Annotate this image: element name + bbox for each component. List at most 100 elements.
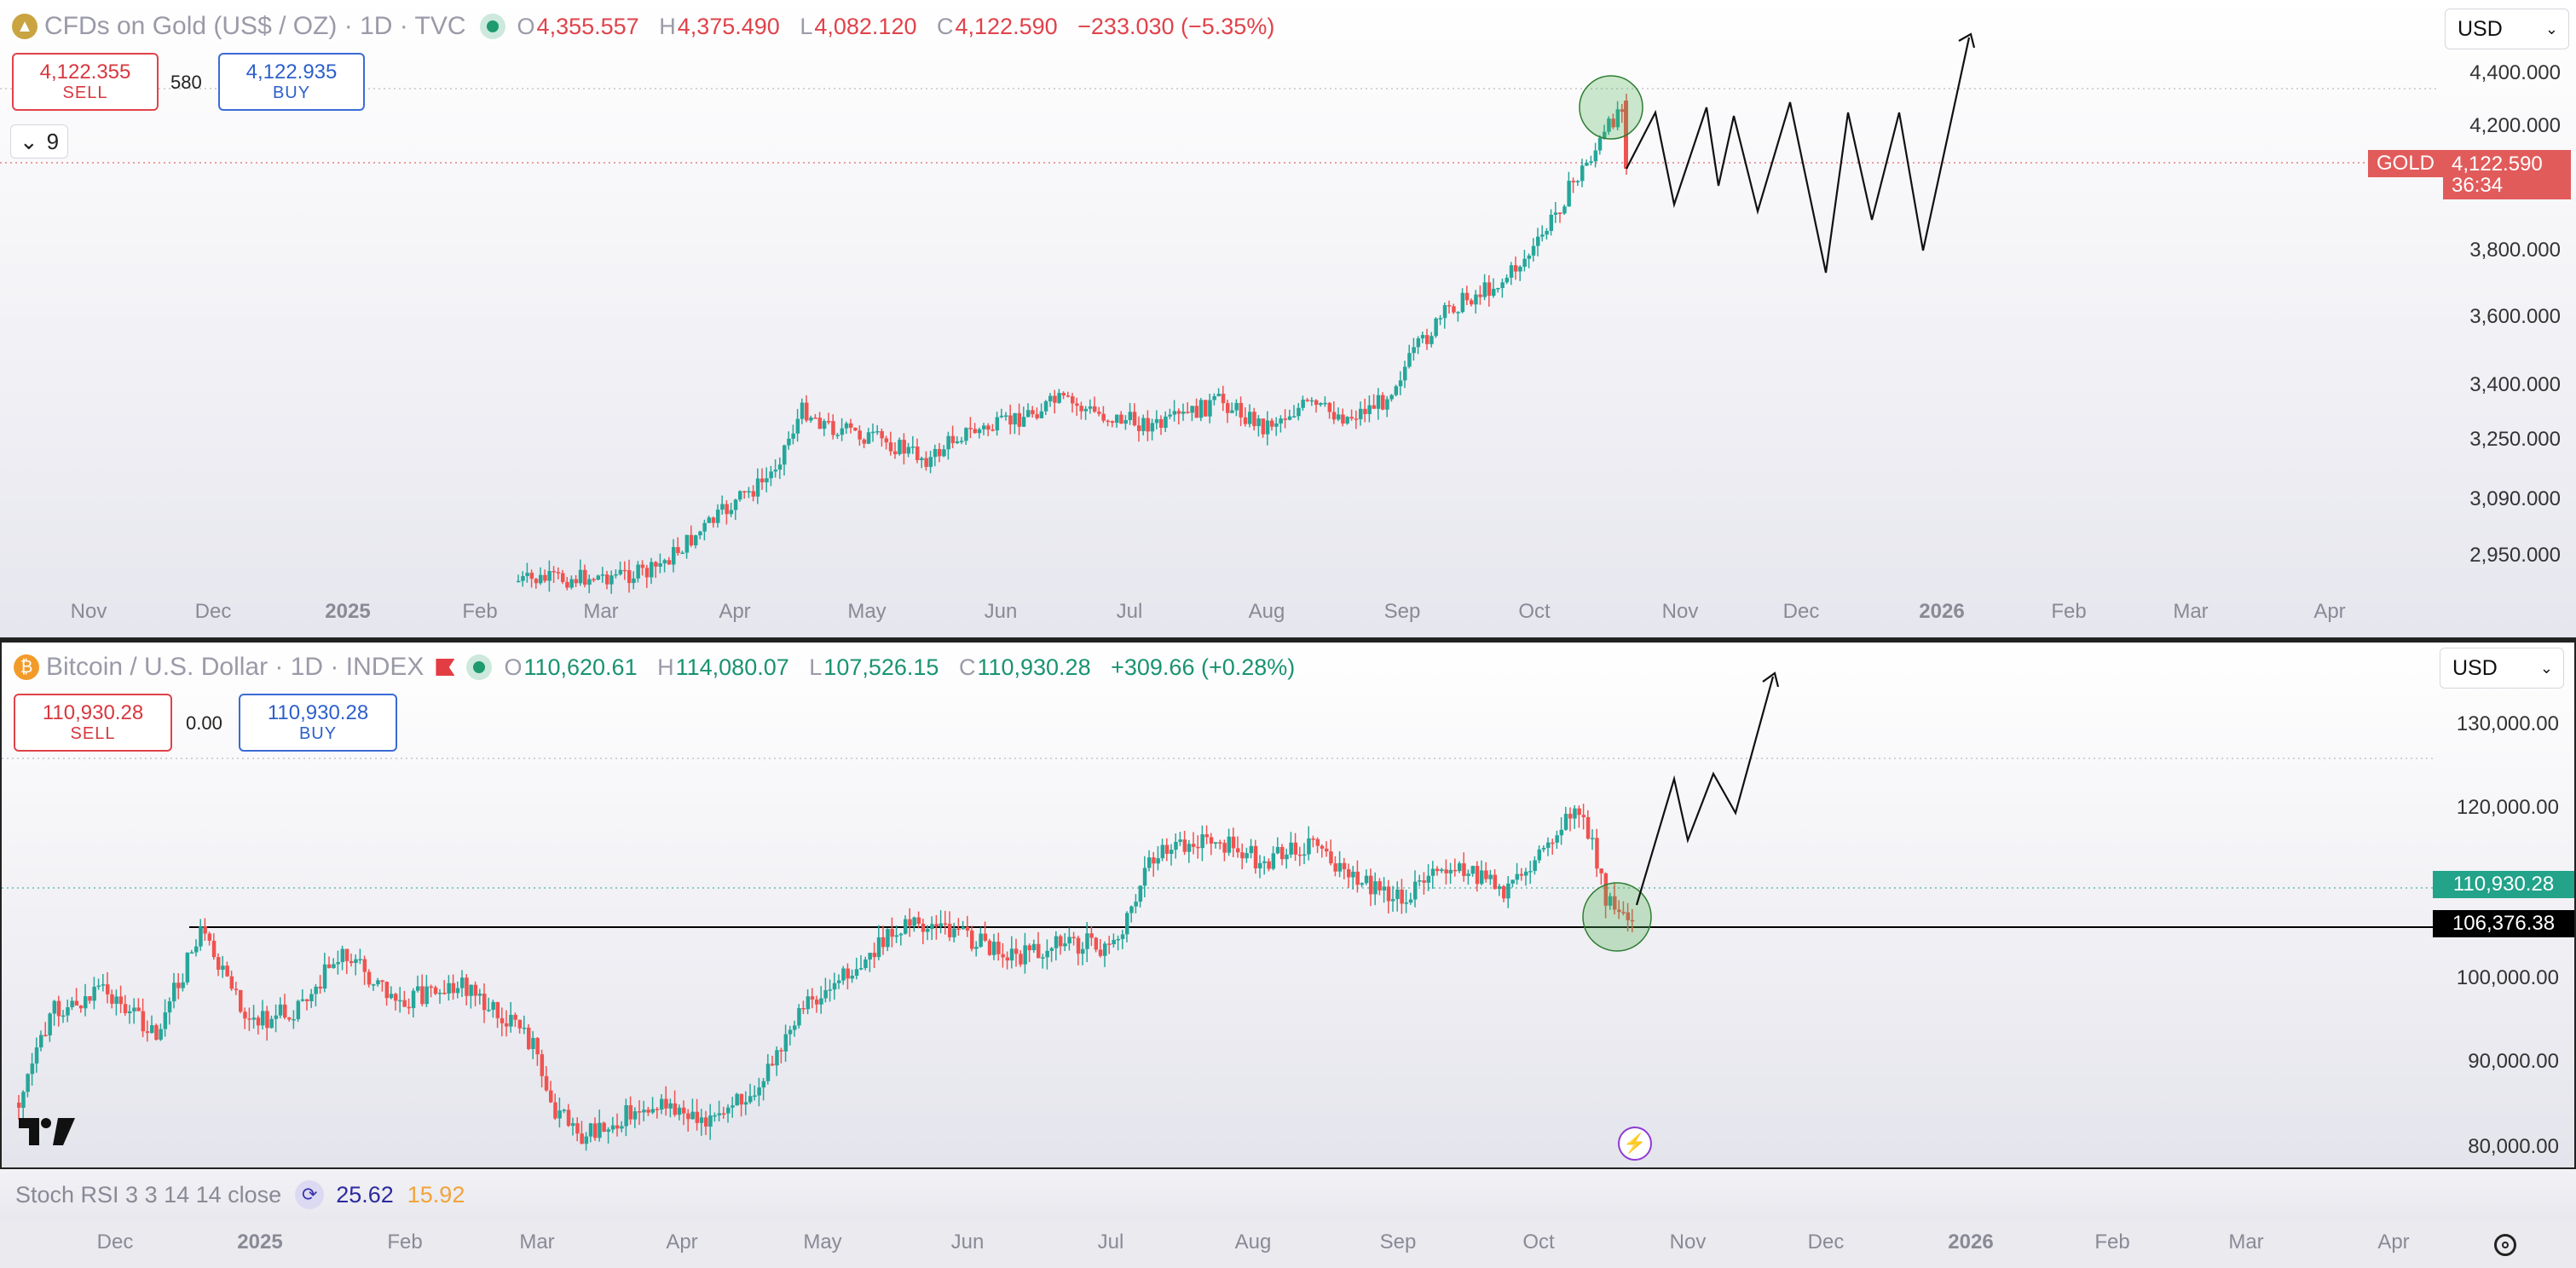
btc-candle	[128, 1005, 132, 1024]
refresh-icon[interactable]: ⟳	[295, 1180, 325, 1209]
btc-candle	[628, 1096, 633, 1125]
gold-candle	[716, 504, 720, 528]
gold-candle	[742, 490, 747, 499]
gold-candle	[644, 564, 650, 589]
btc-candle	[588, 1122, 593, 1143]
btc-candle	[686, 1109, 690, 1133]
btc-symbol-name[interactable]: Bitcoin / U.S. Dollar · 1D · INDEX	[46, 653, 425, 681]
btc-candle	[101, 974, 106, 992]
btc-candle	[92, 977, 96, 1010]
btc-candle	[1067, 927, 1071, 951]
btc-candle	[1112, 933, 1116, 948]
gold-candle	[1088, 399, 1093, 414]
btc-candle	[163, 999, 168, 1037]
gold-candle	[977, 427, 982, 439]
btc-x-tick-11: Nov	[1669, 1231, 1707, 1254]
gold-candle	[574, 575, 579, 587]
btc-candle	[194, 939, 199, 957]
btc-candle	[1351, 866, 1355, 890]
btc-currency-select[interactable]: USD ⌄	[2440, 648, 2564, 689]
gold-chart-canvas[interactable]	[0, 0, 2576, 637]
btc-candle	[509, 1001, 513, 1033]
btc-candle	[992, 933, 996, 960]
gold-x-tick-9: Aug	[1248, 600, 1285, 623]
gold-y-tick-3: 3,600.000	[2469, 305, 2561, 328]
settings-icon[interactable]	[2494, 1234, 2516, 1256]
btc-candle	[1630, 908, 1635, 933]
gold-candle	[1226, 400, 1230, 424]
gold-candle	[547, 560, 552, 592]
btc-sell-button[interactable]: 110,930.28 SELL	[14, 694, 172, 752]
btc-candle	[1236, 836, 1240, 858]
indicators-collapse-button[interactable]: ⌄ 9	[10, 124, 68, 158]
gold-candle	[827, 412, 831, 425]
btc-candle	[1218, 839, 1222, 850]
btc-candle	[584, 1132, 589, 1151]
gold-candle	[684, 534, 690, 559]
btc-candle	[602, 1121, 606, 1133]
btc-candle	[1422, 872, 1426, 895]
gold-candle	[871, 424, 875, 442]
stoch-rsi-legend[interactable]: Stoch RSI 3 3 14 14 close ⟳ 25.62 15.92	[0, 1169, 2576, 1220]
gold-candle	[1385, 395, 1389, 418]
gold-candle	[1527, 253, 1532, 268]
flag-icon[interactable]	[436, 659, 455, 676]
btc-candle	[154, 1023, 159, 1041]
btc-candle	[123, 994, 128, 1016]
gold-candle	[702, 519, 707, 541]
btc-chart-canvas[interactable]	[2, 643, 2576, 1169]
btc-buy-button[interactable]: 110,930.28 BUY	[239, 694, 397, 752]
gold-symbol-name[interactable]: CFDs on Gold (US$ / OZ) · 1D · TVC	[44, 12, 466, 40]
gold-candle	[1442, 303, 1447, 329]
btc-candle	[167, 997, 172, 1025]
btc-time-axis[interactable]: Dec 2025 Feb Mar Apr May Jun Jul Aug Sep Oct Nov Dec…	[0, 1220, 2576, 1268]
btc-candle	[465, 974, 469, 1006]
gold-currency-select[interactable]: USD ⌄	[2445, 9, 2569, 49]
gold-x-tick-17: Apr	[2313, 600, 2346, 623]
stoch-rsi-name[interactable]: Stoch RSI 3 3 14 14 close	[15, 1181, 282, 1207]
gold-candle	[1514, 256, 1518, 280]
gold-chart-pane[interactable]: ▲ CFDs on Gold (US$ / OZ) · 1D · TVC O4,…	[0, 0, 2576, 637]
btc-candle	[1009, 936, 1014, 969]
btc-candle	[1418, 874, 1422, 887]
gold-candle	[1323, 396, 1327, 407]
gold-candle	[1256, 415, 1261, 437]
btc-candle	[1293, 833, 1298, 862]
chevron-down-icon: ⌄	[2539, 659, 2553, 677]
gold-candle	[938, 442, 942, 463]
gold-sell-button[interactable]: 4,122.355 SELL	[12, 53, 159, 111]
gold-candle	[920, 456, 924, 469]
btc-candle	[1444, 859, 1448, 885]
gold-candle	[1097, 406, 1101, 417]
btc-candle	[1378, 878, 1382, 896]
gold-buy-button[interactable]: 4,122.935 BUY	[218, 53, 365, 111]
btc-y-tick-4: 80,000.00	[2468, 1135, 2559, 1158]
btc-candle	[1603, 872, 1609, 919]
gold-candle	[1359, 401, 1363, 426]
gold-candle	[725, 500, 729, 525]
btc-candle	[934, 914, 939, 940]
gold-candle	[795, 408, 800, 442]
tradingview-logo-icon[interactable]	[19, 1116, 77, 1147]
btc-candle	[1063, 933, 1067, 952]
gold-candle	[1549, 209, 1554, 236]
btc-candle	[926, 925, 930, 941]
gold-candle	[525, 562, 529, 583]
btc-candle	[682, 1100, 686, 1126]
pane-separator[interactable]	[0, 637, 2576, 641]
gold-candle	[1456, 311, 1460, 322]
gold-candle	[831, 414, 835, 440]
btc-candle	[460, 970, 465, 998]
btc-candle	[868, 953, 872, 972]
gold-candle	[844, 421, 849, 435]
btc-candle	[708, 1104, 713, 1140]
btc-candle	[775, 1046, 779, 1076]
gold-candle	[534, 578, 539, 589]
btc-candle	[455, 981, 460, 999]
btc-candle	[327, 956, 332, 969]
gold-candle	[805, 395, 809, 423]
gold-candle	[1447, 300, 1452, 314]
lightning-icon[interactable]: ⚡	[1618, 1127, 1652, 1161]
btc-chart-pane[interactable]: ₿ Bitcoin / U.S. Dollar · 1D · INDEX O11…	[0, 641, 2576, 1169]
gold-candle	[942, 445, 946, 458]
